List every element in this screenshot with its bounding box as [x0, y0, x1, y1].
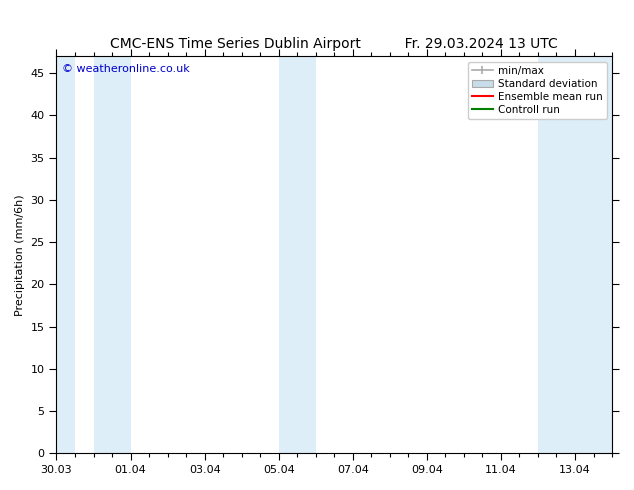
Text: © weatheronline.co.uk: © weatheronline.co.uk — [62, 64, 190, 74]
Bar — [538, 56, 612, 453]
Y-axis label: Precipitation (mm/6h): Precipitation (mm/6h) — [15, 194, 25, 316]
Bar — [279, 56, 316, 453]
Bar — [94, 56, 131, 453]
Bar — [56, 56, 75, 453]
Title: CMC-ENS Time Series Dublin Airport          Fr. 29.03.2024 13 UTC: CMC-ENS Time Series Dublin Airport Fr. 2… — [110, 37, 558, 51]
Legend: min/max, Standard deviation, Ensemble mean run, Controll run: min/max, Standard deviation, Ensemble me… — [468, 62, 607, 119]
